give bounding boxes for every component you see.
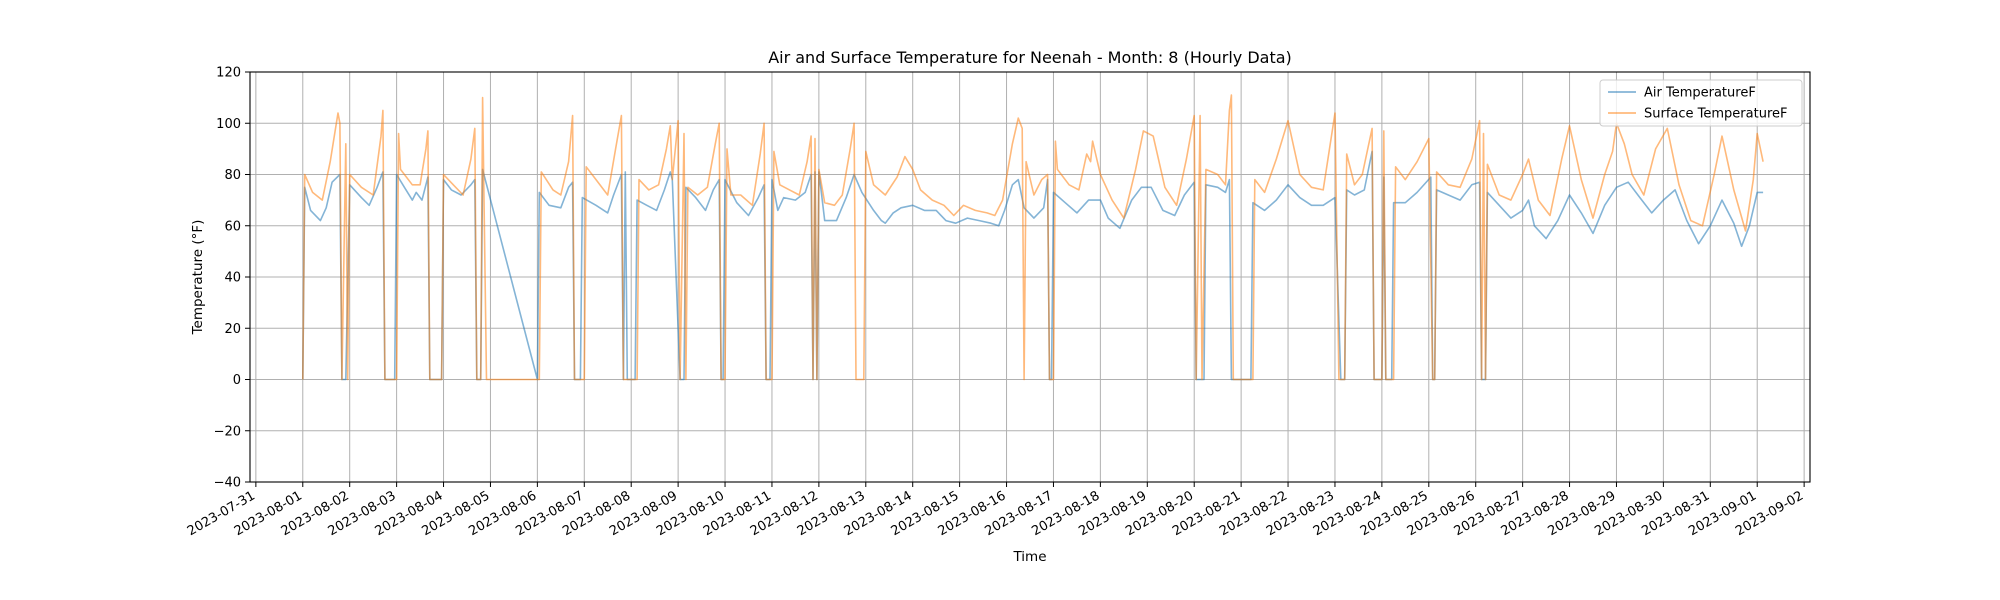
y-axis-label: Temperature (°F) bbox=[190, 220, 206, 336]
series-lines bbox=[302, 94, 1764, 381]
legend-box bbox=[1599, 79, 1803, 127]
surface-temperature-line bbox=[302, 94, 1764, 381]
y-tick-label: 0 bbox=[233, 373, 241, 388]
chart-title: Air and Surface Temperature for Neenah -… bbox=[768, 48, 1292, 67]
x-axis-label: Time bbox=[1012, 549, 1046, 565]
y-tick-label: 40 bbox=[224, 271, 241, 286]
y-tick-label: −40 bbox=[214, 476, 241, 491]
legend-label-air: Air TemperatureF bbox=[1644, 86, 1756, 101]
y-tick-label: 20 bbox=[224, 322, 241, 337]
y-tick-label: −20 bbox=[214, 424, 241, 439]
legend: Air TemperatureF Surface TemperatureF bbox=[1599, 79, 1803, 127]
y-tick-label: 120 bbox=[216, 66, 241, 81]
legend-label-surface: Surface TemperatureF bbox=[1644, 107, 1787, 122]
air-temperature-line bbox=[302, 150, 1764, 381]
y-tick-label: 100 bbox=[216, 117, 241, 132]
y-axis-ticks: −40 −20 0 20 40 60 80 100 120 bbox=[214, 66, 250, 491]
y-tick-label: 60 bbox=[224, 219, 241, 234]
y-tick-label: 80 bbox=[224, 168, 241, 183]
